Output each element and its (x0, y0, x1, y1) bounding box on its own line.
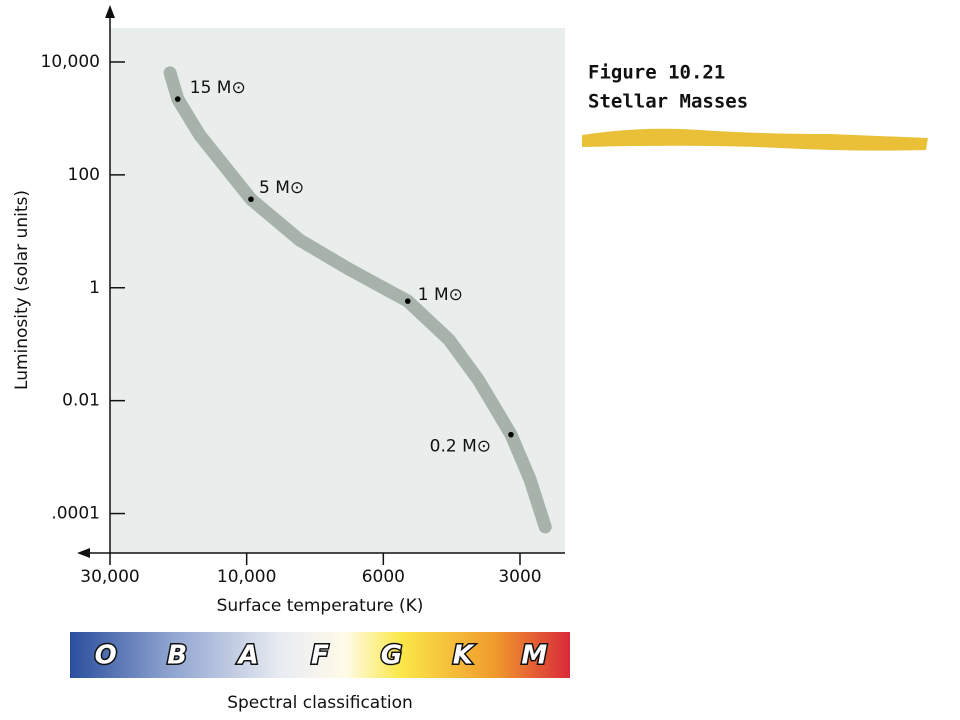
x-tick-label: 6000 (362, 567, 405, 587)
x-tick-label: 10,000 (217, 567, 276, 587)
mass-label: 5 M⊙ (259, 178, 304, 198)
mass-point (174, 96, 181, 102)
spectral-label: Spectral classification (227, 693, 413, 713)
figure-label: Figure 10.21 (588, 62, 725, 84)
mass-label: 15 M⊙ (190, 78, 246, 98)
spectral-class: M (521, 641, 547, 671)
spectral-bar (70, 632, 570, 678)
spectral-class: A (237, 641, 259, 671)
mass-point (404, 298, 411, 304)
y-tick-label: 1 (89, 278, 100, 298)
x-arrow (77, 548, 90, 558)
x-tick-label: 30,000 (80, 567, 139, 587)
spectral-class: F (311, 641, 329, 671)
y-tick-label: 0.01 (62, 391, 100, 411)
main-sequence-band (163, 66, 552, 534)
spectral-class: G (381, 641, 402, 671)
y-tick-label: .0001 (51, 504, 100, 524)
spectral-class: O (95, 641, 117, 671)
x-axis-label: Surface temperature (K) (217, 596, 424, 616)
spectral-class: K (453, 641, 475, 671)
y-arrow (105, 5, 115, 18)
y-axis-label: Luminosity (solar units) (12, 190, 32, 390)
mass-label: 1 M⊙ (418, 285, 463, 305)
mass-point (248, 196, 254, 203)
mass-point (508, 431, 514, 438)
figure-title: Stellar Masses (588, 91, 748, 113)
highlight (582, 128, 928, 151)
spectral-class: B (167, 641, 187, 671)
x-tick-label: 3000 (498, 567, 541, 587)
y-tick-label: 10,000 (41, 52, 100, 72)
y-tick-label: 100 (68, 165, 100, 185)
mass-label: 0.2 M⊙ (430, 437, 491, 457)
